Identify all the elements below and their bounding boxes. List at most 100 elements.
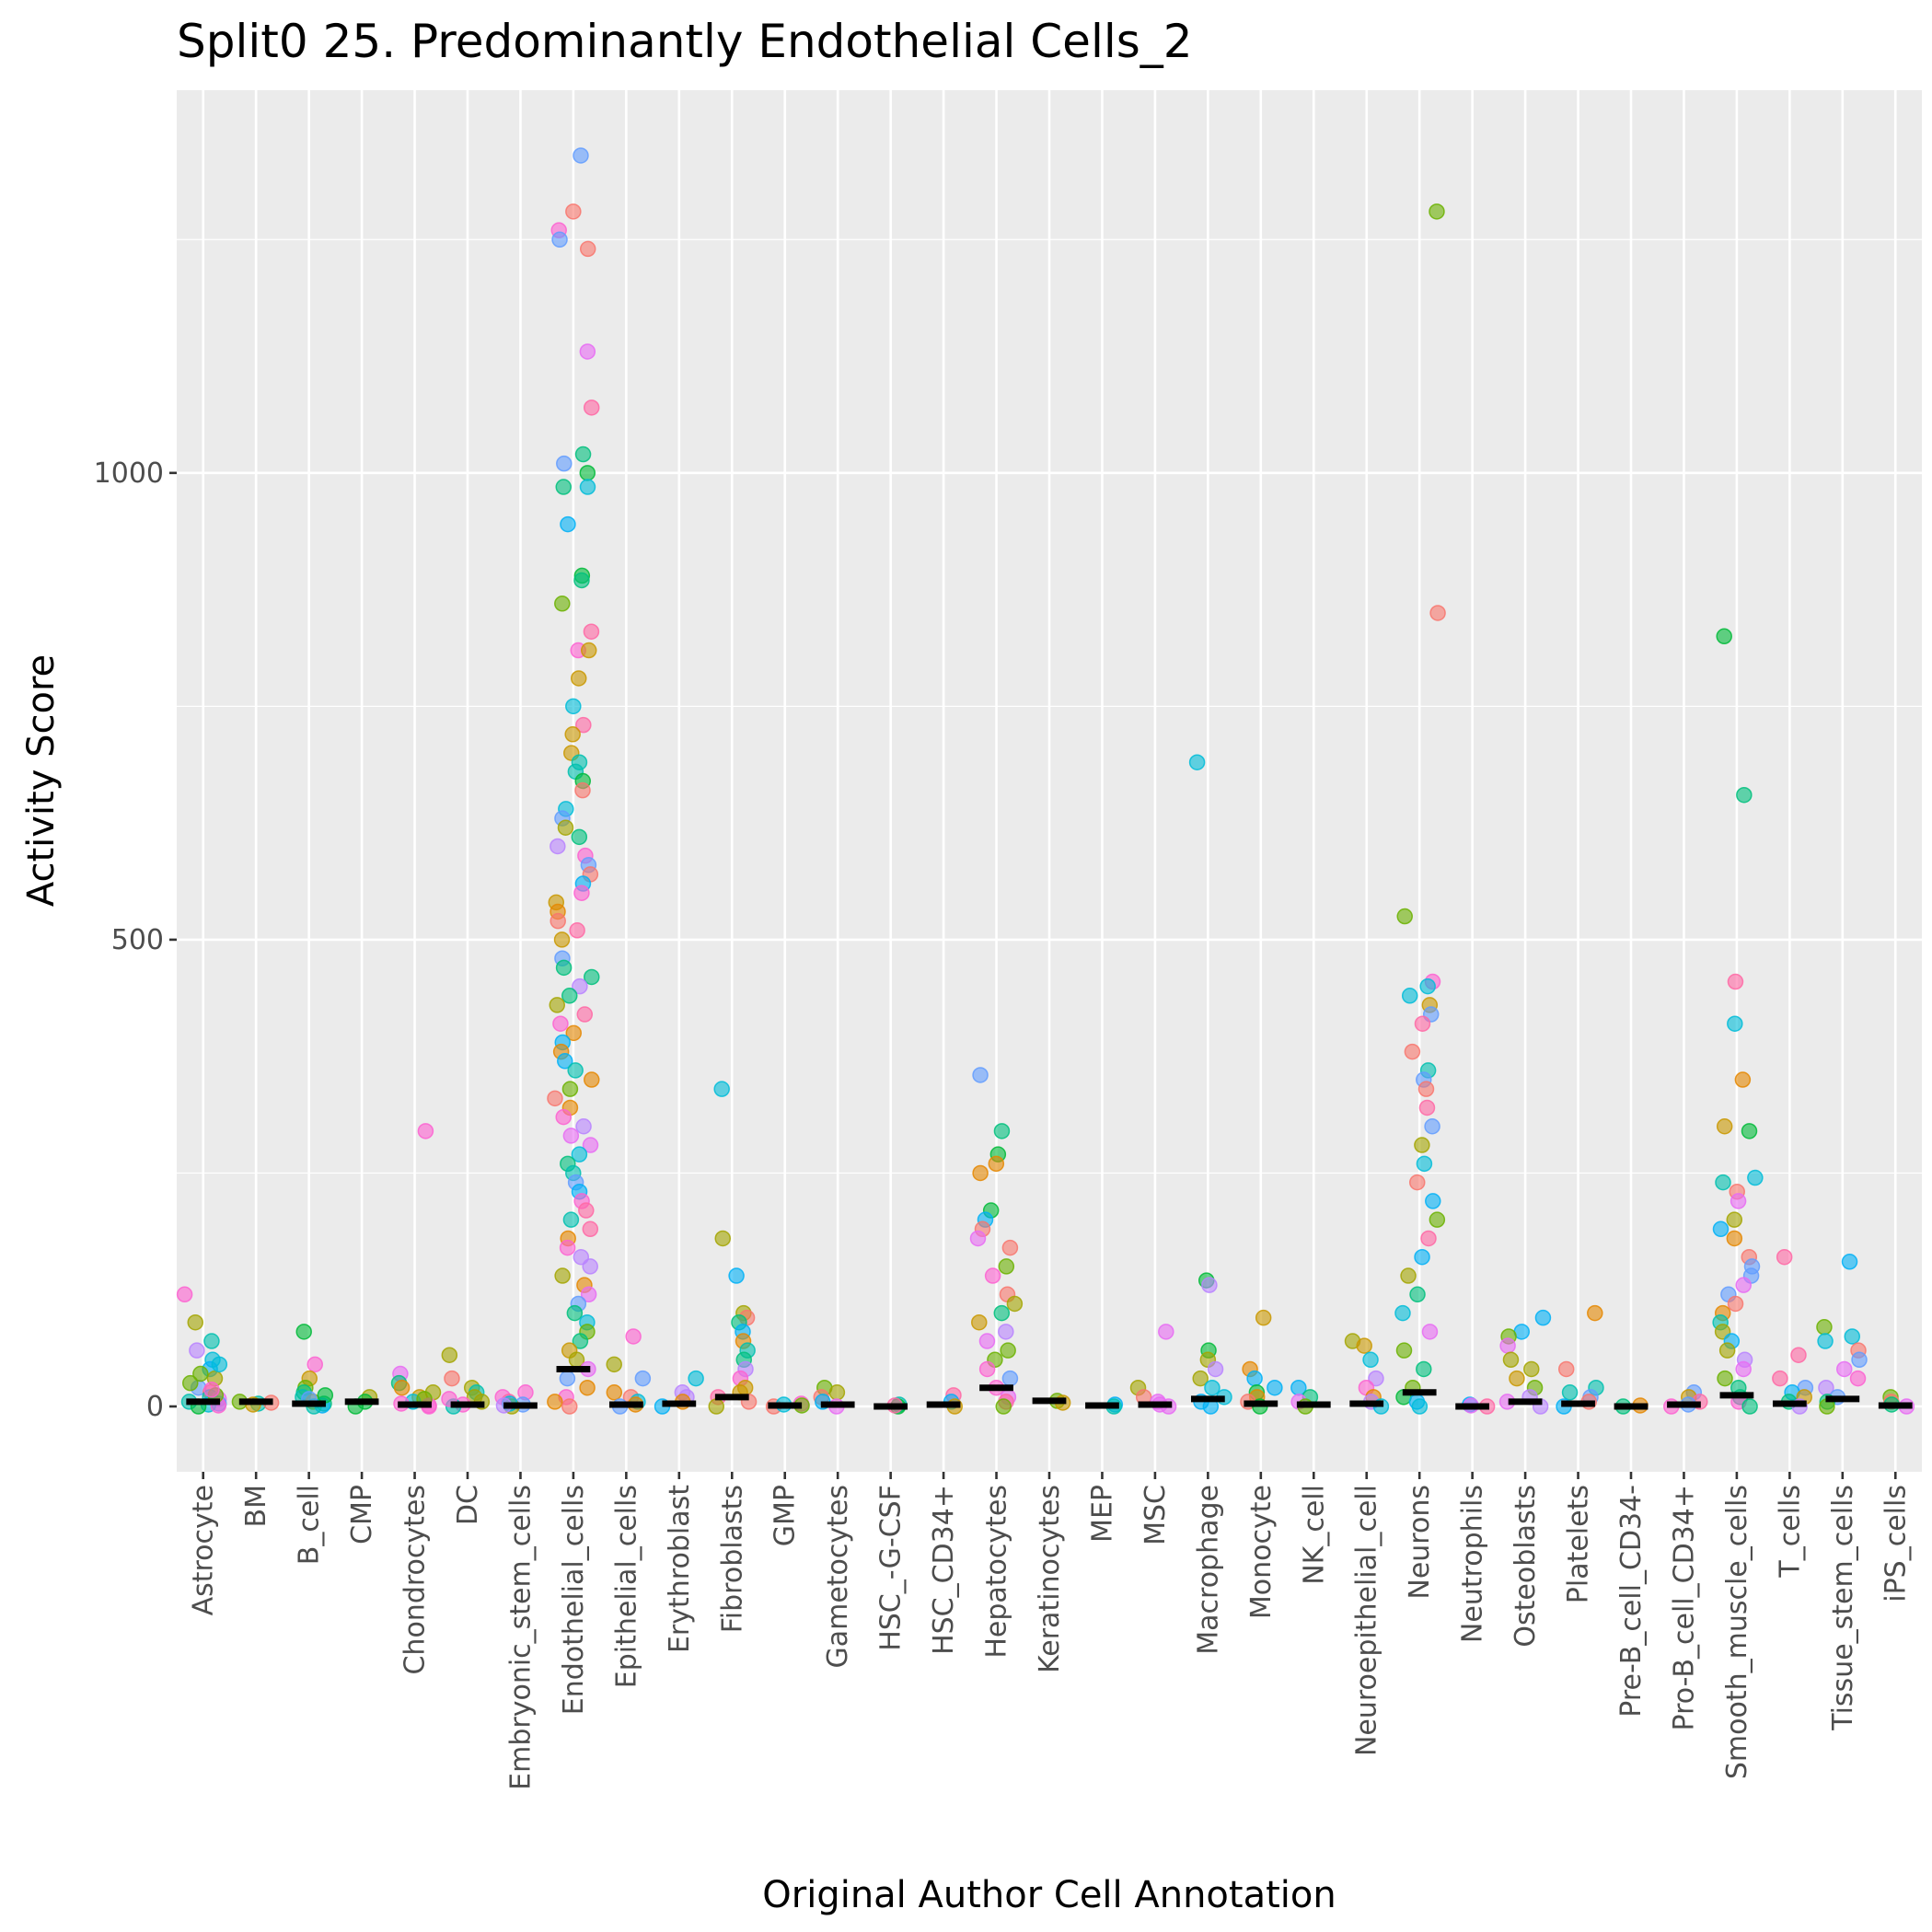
data-point: [1418, 1099, 1436, 1116]
data-point: [1362, 1351, 1379, 1369]
data-point: [555, 1108, 572, 1126]
data-point: [1534, 1309, 1552, 1326]
data-point: [547, 1394, 563, 1410]
data-point: [565, 1024, 583, 1042]
data-point: [1716, 628, 1732, 645]
x-tick-label: Osteoblasts: [1510, 1485, 1542, 1648]
data-point: [1587, 1304, 1603, 1322]
x-tick-label: Neutrophils: [1457, 1485, 1489, 1643]
data-point: [557, 819, 574, 836]
data-point: [713, 1081, 730, 1097]
data-point: [1424, 1118, 1440, 1135]
data-point: [1420, 1230, 1437, 1247]
data-point: [572, 1333, 589, 1349]
data-point: [1561, 1384, 1579, 1401]
data-point: [1735, 1360, 1752, 1378]
data-point: [579, 343, 596, 360]
data-point: [1772, 1370, 1788, 1387]
data-point: [584, 1071, 600, 1088]
data-point: [1817, 1333, 1834, 1349]
x-tick-label: MEP: [1086, 1485, 1118, 1543]
y-tick-label: 500: [111, 924, 164, 956]
data-point: [1417, 1081, 1435, 1097]
data-point: [978, 1360, 996, 1378]
data-point: [1419, 978, 1436, 995]
data-point: [634, 1370, 652, 1387]
data-point: [1741, 1398, 1758, 1415]
data-point: [555, 959, 573, 977]
data-point: [1849, 1370, 1867, 1387]
x-tick-label: Embryonic_stem_cells: [504, 1485, 537, 1790]
data-point: [553, 931, 571, 948]
data-point: [555, 479, 572, 495]
data-point: [571, 828, 588, 846]
data-point: [1557, 1360, 1575, 1378]
data-point: [1421, 1324, 1439, 1340]
data-point: [1776, 1248, 1793, 1266]
data-point: [1001, 1370, 1019, 1387]
data-point: [554, 1267, 571, 1284]
data-point: [1204, 1379, 1221, 1396]
x-tick-label: Neuroepithelial_cell: [1351, 1485, 1383, 1756]
data-point: [1368, 1370, 1384, 1387]
median-markers: [186, 1365, 1913, 1410]
data-point: [561, 1398, 578, 1415]
data-point: [1499, 1337, 1516, 1354]
x-tick-label: Epithelial_cells: [610, 1485, 642, 1688]
data-point: [579, 465, 596, 481]
data-point: [187, 1313, 204, 1331]
data-point: [1851, 1351, 1868, 1369]
data-point: [1712, 1221, 1730, 1238]
data-point: [441, 1347, 458, 1363]
data-point: [561, 988, 578, 1004]
data-point: [1523, 1360, 1540, 1378]
data-point: [559, 1239, 576, 1256]
data-point: [998, 1324, 1014, 1340]
data-point: [606, 1356, 622, 1373]
data-point: [1192, 1370, 1209, 1387]
x-tick-label: Pre-B_cell_CD34-: [1615, 1485, 1648, 1718]
data-point: [579, 479, 596, 495]
data-point: [1409, 1286, 1426, 1303]
data-point: [559, 1370, 576, 1387]
data-point: [211, 1356, 228, 1373]
data-point: [576, 1006, 594, 1023]
data-point: [551, 231, 568, 249]
data-point: [1716, 1118, 1733, 1135]
chart-title: Split0 25. Predominantly Endothelial Cel…: [177, 15, 1193, 68]
data-point: [1207, 1360, 1224, 1378]
data-point: [417, 1123, 434, 1140]
data-point: [562, 1211, 580, 1228]
data-point: [572, 978, 588, 995]
data-point: [571, 1146, 588, 1163]
data-point: [176, 1286, 193, 1303]
data-point: [550, 838, 566, 855]
data-point: [573, 147, 589, 164]
data-point: [828, 1384, 846, 1401]
data-point: [307, 1356, 323, 1373]
data-point: [561, 1081, 579, 1097]
data-point: [1000, 1342, 1016, 1359]
data-point: [1727, 1015, 1743, 1032]
data-point: [575, 716, 592, 734]
x-tick-label: Endothelial_cells: [558, 1485, 590, 1715]
data-point: [580, 642, 597, 659]
grid-lines: [177, 90, 1922, 1472]
data-point: [969, 1230, 987, 1247]
data-point: [1414, 1248, 1430, 1266]
x-tick-label: Platelets: [1563, 1485, 1595, 1603]
data-point: [1394, 1304, 1411, 1322]
y-tick-label: 0: [146, 1391, 164, 1423]
data-point: [574, 781, 591, 799]
x-tick-label: iPS_cells: [1880, 1485, 1912, 1602]
data-point: [1414, 1015, 1431, 1032]
data-point: [552, 1015, 569, 1032]
data-point: [708, 1398, 725, 1415]
data-point: [1395, 1342, 1413, 1359]
data-point: [1747, 1169, 1764, 1186]
data-point: [1356, 1337, 1372, 1354]
data-point: [1425, 1193, 1441, 1209]
x-tick-label: NK_cell: [1298, 1485, 1330, 1585]
data-point: [1416, 1360, 1432, 1378]
x-tick-label: HSC_CD34+: [928, 1485, 960, 1655]
